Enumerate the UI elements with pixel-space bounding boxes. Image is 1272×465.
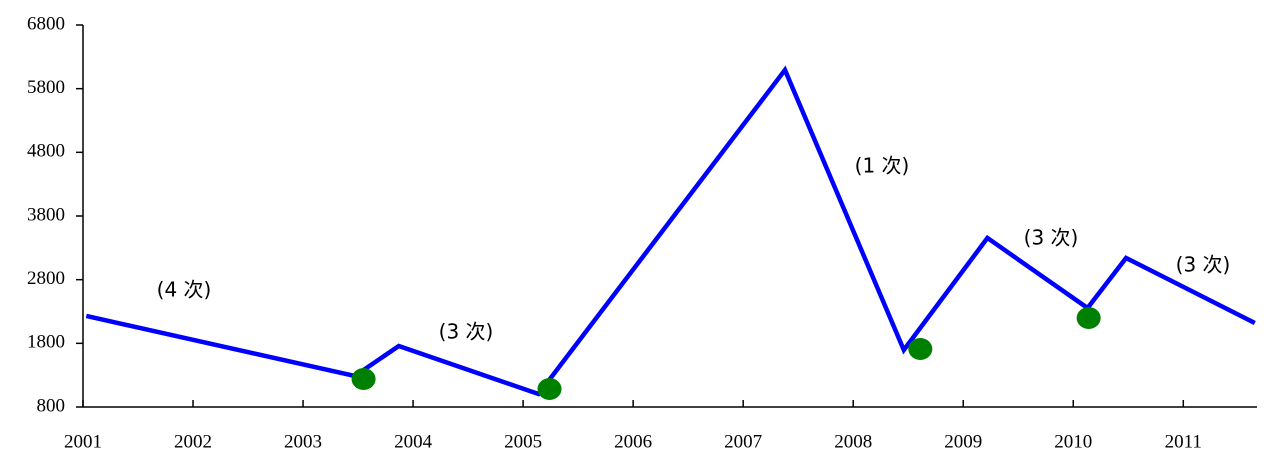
x-tick-label: 2002 bbox=[174, 431, 212, 452]
annotation: (3 次) bbox=[1024, 226, 1079, 250]
data-point bbox=[351, 367, 376, 390]
x-tick-label: 2007 bbox=[724, 431, 762, 452]
y-tick-label: 1800 bbox=[27, 332, 65, 353]
y-tick-label: 800 bbox=[37, 395, 66, 416]
annotation: (3 次) bbox=[439, 320, 494, 344]
y-tick-label: 4800 bbox=[27, 141, 65, 162]
data-line bbox=[85, 65, 1256, 397]
x-tick-label: 2004 bbox=[394, 431, 433, 452]
x-tick-label: 2001 bbox=[64, 431, 102, 452]
y-tick-label: 3800 bbox=[27, 204, 65, 225]
x-tick-label: 2011 bbox=[1165, 431, 1202, 452]
data-point bbox=[1076, 306, 1101, 329]
x-tick-label: 2003 bbox=[284, 431, 322, 452]
annotation: (1 次) bbox=[855, 154, 910, 178]
x-tick-label: 2005 bbox=[504, 431, 542, 452]
data-point bbox=[537, 377, 562, 400]
y-tick-label: 2800 bbox=[27, 268, 65, 289]
annotation: (4 次) bbox=[157, 278, 212, 302]
x-tick-label: 2008 bbox=[834, 431, 872, 452]
y-tick-label: 5800 bbox=[27, 77, 65, 98]
x-tick-label: 2010 bbox=[1054, 431, 1092, 452]
annotation: (3 次) bbox=[1176, 253, 1231, 277]
data-point bbox=[908, 337, 933, 360]
x-tick-label: 2006 bbox=[614, 431, 652, 452]
y-tick-label: 6800 bbox=[27, 13, 65, 34]
x-tick-label: 2009 bbox=[944, 431, 982, 452]
